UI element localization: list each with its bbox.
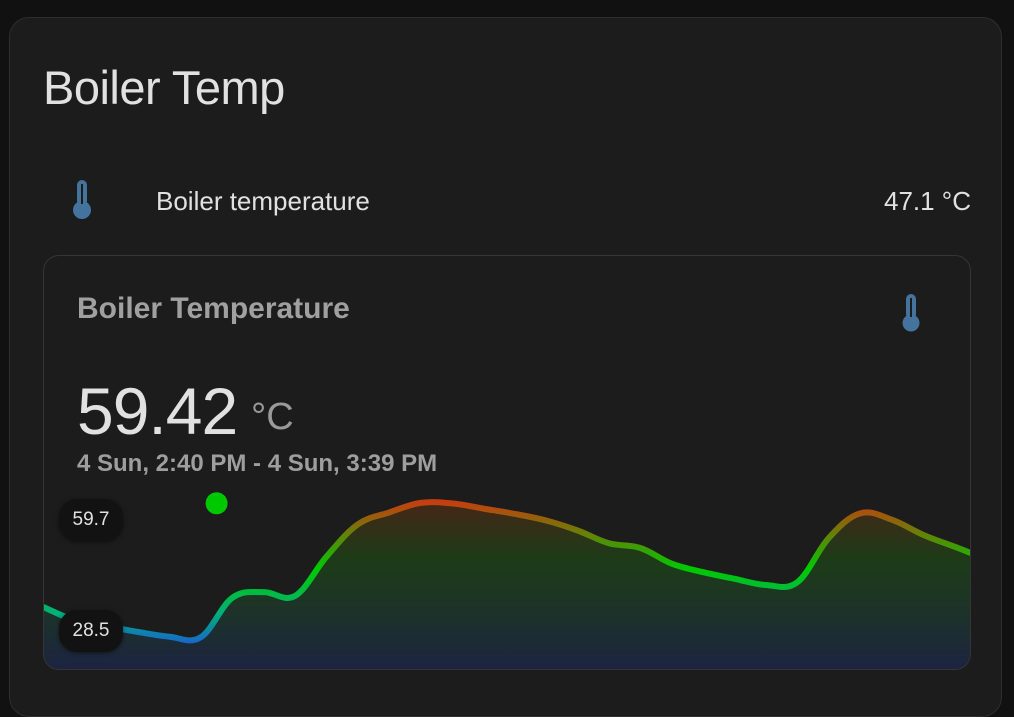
thermometer-icon (73, 180, 91, 219)
temperature-graph (44, 492, 970, 669)
value-unit: °C (251, 396, 294, 438)
highlighted-data-point[interactable] (205, 492, 228, 515)
thermometer-icon (902, 294, 920, 332)
card-title: Boiler Temp (43, 61, 285, 114)
y-axis-max-label: 59.7 (59, 499, 123, 541)
graph-line (44, 499, 970, 644)
y-axis-min-label: 28.5 (59, 610, 123, 652)
entity-row-boiler-temperature[interactable]: Boiler temperature 47.1 °C (10, 170, 1003, 230)
sensor-graph-card[interactable]: Boiler Temperature 59.42 °C 4 Sun, 2:40 … (43, 255, 971, 670)
current-value: 59.42 (77, 374, 238, 448)
boiler-temp-card: Boiler Temp Boiler temperature 47.1 °C (9, 17, 1002, 717)
entity-name: Boiler temperature (156, 186, 370, 216)
time-range: 4 Sun, 2:40 PM - 4 Sun, 3:39 PM (77, 450, 438, 477)
graph-card-title: Boiler Temperature (77, 292, 350, 325)
graph-area-fill (44, 502, 970, 669)
entity-state: 47.1 °C (883, 186, 971, 216)
